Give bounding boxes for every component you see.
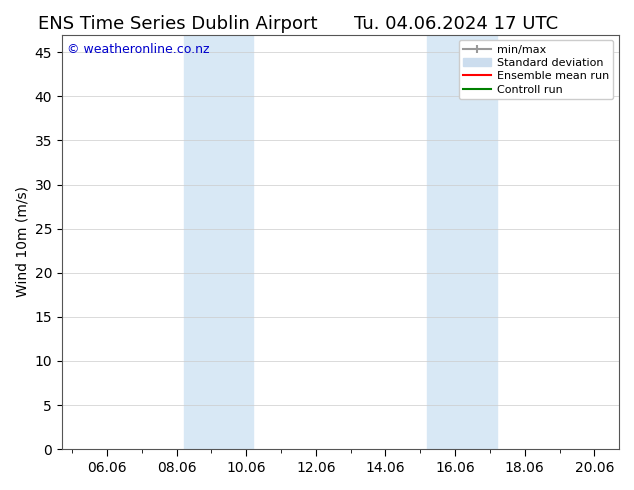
Text: ENS Time Series Dublin Airport: ENS Time Series Dublin Airport [38, 15, 317, 33]
Legend: min/max, Standard deviation, Ensemble mean run, Controll run: min/max, Standard deviation, Ensemble me… [459, 40, 614, 99]
Bar [427, 35, 497, 449]
Bar [184, 35, 254, 449]
Text: Tu. 04.06.2024 17 UTC: Tu. 04.06.2024 17 UTC [354, 15, 559, 33]
Y-axis label: Wind 10m (m/s): Wind 10m (m/s) [15, 186, 29, 297]
Text: © weatheronline.co.nz: © weatheronline.co.nz [67, 43, 210, 56]
